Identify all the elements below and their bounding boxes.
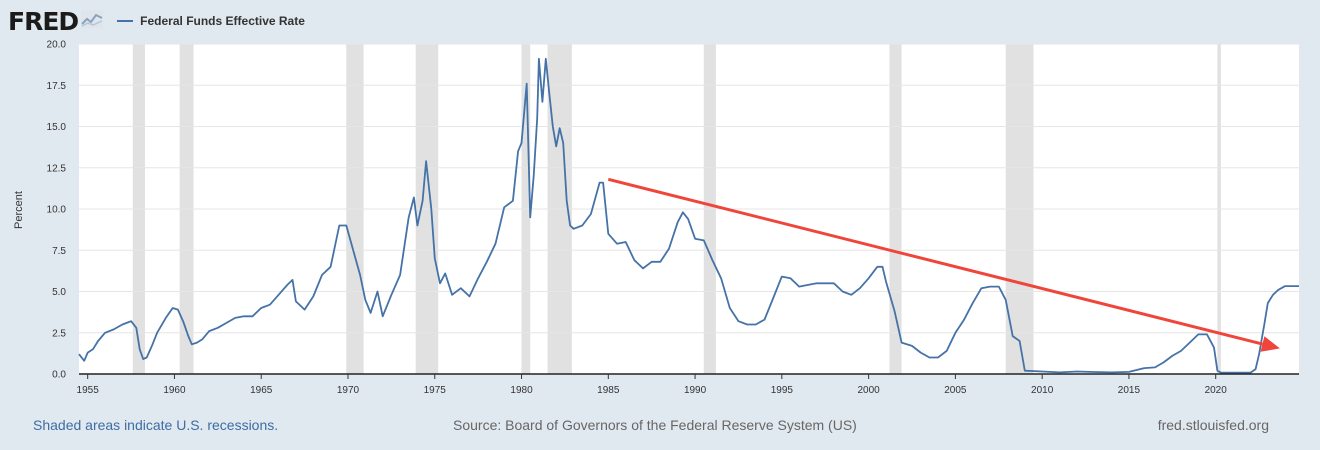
x-tick-label: 1970 — [337, 385, 360, 396]
x-tick-label: 1995 — [771, 385, 794, 396]
x-tick-label: 1975 — [424, 385, 447, 396]
x-tick-label: 1980 — [510, 385, 533, 396]
recession-note-link[interactable]: Shaded areas indicate U.S. recessions. — [33, 417, 279, 433]
y-axis-label: Percent — [13, 191, 25, 229]
x-tick-label: 1960 — [163, 385, 186, 396]
x-tick-label: 1965 — [250, 385, 273, 396]
y-tick-label: 12.5 — [47, 163, 67, 174]
y-tick-label: 5.0 — [52, 287, 66, 298]
x-axis-ticks: 1955 1960 1965 1970 1975 1980 1985 1990 1995 2000… — [77, 374, 1228, 396]
header: FRED Federal Funds Effective Rate — [8, 6, 305, 36]
legend-label: Federal Funds Effective Rate — [140, 14, 305, 28]
legend[interactable]: Federal Funds Effective Rate — [117, 14, 305, 28]
site-link[interactable]: fred.stlouisfed.org — [1157, 417, 1269, 433]
y-tick-label: 17.5 — [47, 81, 67, 92]
y-tick-label: 2.5 — [52, 328, 66, 339]
x-tick-label: 2010 — [1031, 385, 1054, 396]
y-tick-label: 0.0 — [52, 370, 66, 381]
y-tick-label: 20.0 — [47, 40, 67, 51]
fred-logo[interactable]: FRED — [8, 6, 79, 36]
y-tick-label: 10.0 — [47, 205, 67, 216]
x-tick-label: 1990 — [684, 385, 707, 396]
y-tick-label: 7.5 — [52, 246, 66, 257]
x-tick-label: 2020 — [1205, 385, 1228, 396]
y-tick-label: 15.0 — [47, 122, 67, 133]
trend-arrow-shaft — [607, 177, 1263, 346]
x-tick-label: 2000 — [857, 385, 880, 396]
annotation-layer — [607, 177, 1280, 352]
trend-arrow-head — [1260, 336, 1280, 352]
source-text: Source: Board of Governors of the Federa… — [453, 417, 857, 433]
series-layer — [78, 57, 1299, 374]
x-tick-label: 2015 — [1118, 385, 1141, 396]
legend-line-swatch — [117, 20, 134, 22]
x-tick-label: 1985 — [597, 385, 620, 396]
y-axis-ticks: 0.0 2.5 5.0 7.5 10.0 12.5 15.0 17.5 20.0 — [47, 40, 67, 381]
sparkline-chart-icon — [81, 9, 104, 33]
series-line-0[interactable] — [78, 57, 1299, 374]
x-tick-label: 2005 — [944, 385, 967, 396]
x-tick-label: 1955 — [77, 385, 100, 396]
footer: Shaded areas indicate U.S. recessions. S… — [0, 417, 1320, 437]
